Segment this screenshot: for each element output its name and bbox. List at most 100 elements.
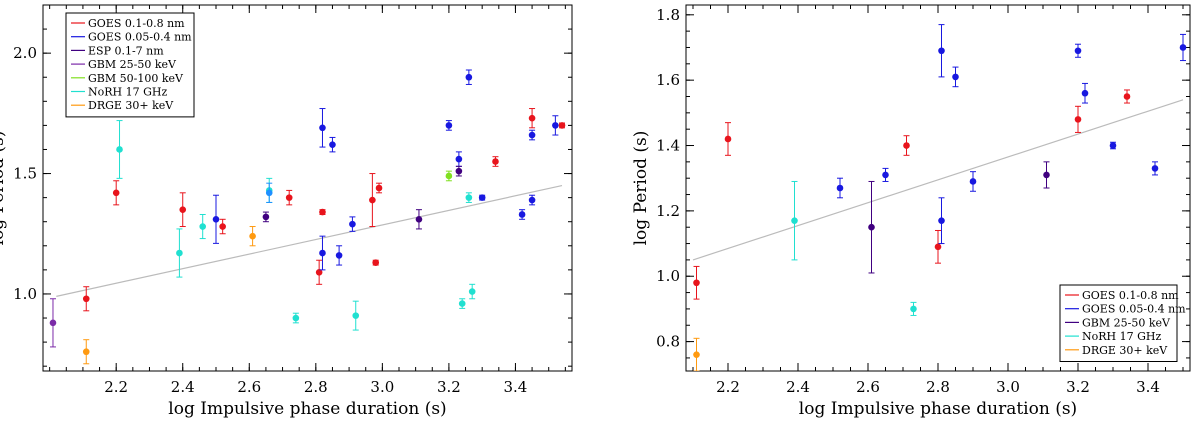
data-point <box>265 189 273 197</box>
x-tick-label: 2.4 <box>786 378 810 396</box>
legend-label: GBM 50-100 keV <box>88 72 184 85</box>
data-point <box>938 217 945 224</box>
legend-label: GBM 25-50 keV <box>1082 316 1171 329</box>
legend-label: NoRH 17 GHz <box>88 86 167 99</box>
data-point <box>791 217 798 224</box>
data-point <box>212 216 220 223</box>
x-tick-label: 2.6 <box>237 378 261 396</box>
data-point <box>518 211 526 218</box>
data-point <box>910 305 917 313</box>
y-tick-label: 1.4 <box>656 137 680 155</box>
x-tick-label: 2.6 <box>856 378 880 396</box>
data-point <box>1074 47 1082 55</box>
data-point <box>49 319 57 327</box>
data-point <box>249 232 256 240</box>
data-point <box>82 348 90 356</box>
data-point <box>262 213 270 221</box>
x-tick-label: 3.2 <box>437 378 461 396</box>
y-tick-label: 1.0 <box>656 267 680 285</box>
legend-label: GBM 25-50 keV <box>88 58 177 71</box>
data-point <box>1109 142 1117 149</box>
data-point <box>882 171 889 179</box>
legend-label: GOES 0.1-0.8 nm <box>1082 289 1179 302</box>
y-tick-label: 0.8 <box>656 333 680 351</box>
data-point <box>375 184 383 192</box>
y-axis-label: log Period (s) <box>0 131 8 246</box>
x-tick-label: 2.8 <box>926 378 950 396</box>
data-point <box>468 288 476 295</box>
regression-line <box>692 99 1184 261</box>
legend-label: GOES 0.05-0.4 nm <box>1082 303 1186 316</box>
data-point <box>319 208 326 216</box>
data-point <box>1081 89 1089 97</box>
x-tick-label: 3.4 <box>1136 378 1160 396</box>
legend-label: GOES 0.1-0.8 nm <box>88 17 185 30</box>
data-point <box>335 252 343 259</box>
y-tick-label: 1.5 <box>13 165 37 183</box>
y-tick-label: 1.8 <box>656 6 680 24</box>
data-point <box>458 300 466 307</box>
data-point <box>492 158 499 165</box>
data-point <box>1179 44 1187 51</box>
data-point <box>952 73 959 81</box>
data-point <box>176 249 183 257</box>
data-point <box>465 194 473 201</box>
data-point <box>1043 171 1050 179</box>
x-axis-label: log Impulsive phase duration (s) <box>168 399 446 419</box>
y-axis-label: log Period (s) <box>631 131 651 246</box>
data-point <box>836 184 844 192</box>
legend-box <box>65 12 195 118</box>
data-point <box>199 223 206 230</box>
data-point <box>693 279 700 287</box>
x-tick-label: 2.2 <box>716 378 740 396</box>
data-point <box>319 249 326 257</box>
data-point <box>372 259 380 266</box>
left-scatter-panel: 2.2 2.4 2.6 2.8 3.0 3.2 3.4 1.0 1.5 2.0 log Impuls… <box>0 4 573 419</box>
data-point <box>1151 165 1159 172</box>
data-points-group <box>49 69 566 365</box>
legend-label: DRGE 30+ keV <box>88 99 174 112</box>
x-tick-label: 3.4 <box>504 378 528 396</box>
legend-label: GOES 0.05-0.4 nm <box>88 31 192 44</box>
data-point <box>349 220 356 228</box>
y-tick-label: 1.6 <box>656 71 680 89</box>
data-point <box>285 194 293 201</box>
data-point <box>1123 93 1131 100</box>
x-tick-label: 2.4 <box>171 378 195 396</box>
data-point <box>82 295 90 303</box>
regression-line <box>56 185 563 297</box>
data-point <box>219 223 226 230</box>
right-scatter-panel: 2.2 2.4 2.6 2.8 3.0 3.2 3.4 0.8 1.0 1.2 1.4 1.6 1.8 l… <box>631 4 1191 419</box>
data-points-group <box>693 24 1187 371</box>
data-point <box>116 146 123 153</box>
plot-frame <box>42 4 573 372</box>
y-tick-label: 2.0 <box>13 44 37 62</box>
x-tick-label: 2.2 <box>104 378 128 396</box>
legend-label: NoRH 17 GHz <box>1082 330 1161 343</box>
x-tick-label: 3.2 <box>1066 378 1090 396</box>
data-point <box>352 312 360 319</box>
data-point <box>445 122 453 129</box>
data-point <box>903 142 910 149</box>
data-point <box>445 172 453 180</box>
y-tick-label: 1.2 <box>656 202 680 220</box>
x-tick-label: 3.0 <box>996 378 1020 396</box>
x-tick-label: 3.0 <box>370 378 394 396</box>
y-tick-label: 1.0 <box>13 285 37 303</box>
legend-label: DRGE 30+ keV <box>1082 344 1168 357</box>
data-point <box>315 268 323 276</box>
data-point <box>938 47 945 55</box>
data-point <box>455 167 463 175</box>
data-point <box>934 243 942 251</box>
data-point <box>528 114 536 122</box>
data-point <box>1074 116 1082 123</box>
x-axis-label: log Impulsive phase duration (s) <box>799 399 1077 419</box>
data-point <box>693 351 700 358</box>
data-point <box>558 122 566 129</box>
x-tick-label: 2.8 <box>304 378 328 396</box>
data-point <box>329 141 336 148</box>
data-point <box>724 135 732 143</box>
data-point <box>478 194 486 201</box>
